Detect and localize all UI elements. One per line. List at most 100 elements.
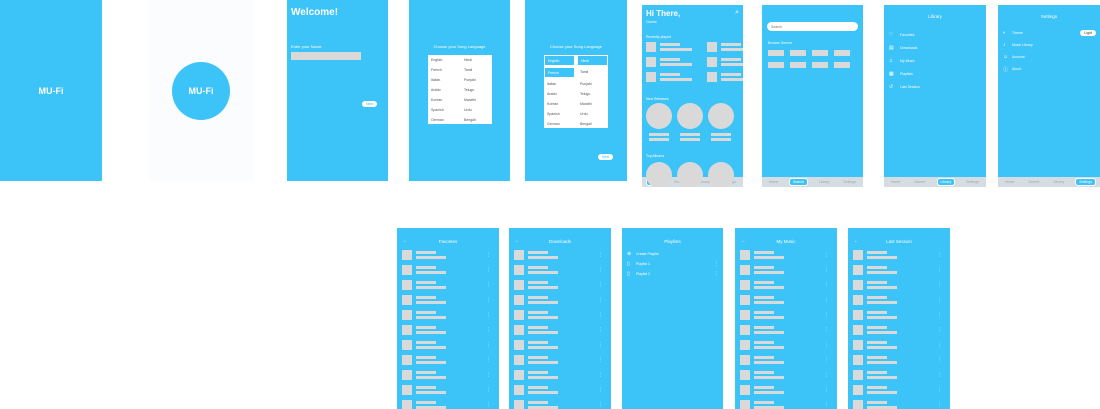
top-album-art[interactable] (708, 162, 734, 187)
list-item[interactable]: ⋮ (402, 325, 494, 337)
list-item[interactable]: ⋮ (514, 295, 606, 307)
list-item[interactable]: ⋮ (402, 280, 494, 292)
list-item[interactable]: ⋮ (514, 400, 606, 409)
language-option[interactable]: Hindi (577, 55, 608, 66)
language-option[interactable]: Tamil (461, 65, 492, 74)
name-input[interactable] (291, 52, 361, 60)
list-item[interactable]: ⋮ (853, 250, 945, 262)
list-item[interactable]: ⋮ (514, 265, 606, 277)
list-item[interactable]: ⋮ (514, 370, 606, 382)
more-icon[interactable]: ⋮ (937, 372, 942, 378)
list-item[interactable]: ⋮ (853, 295, 945, 307)
nav-library[interactable]: Library (936, 178, 956, 186)
more-icon[interactable]: ⋮ (486, 357, 491, 363)
more-icon[interactable]: ⋮ (598, 282, 603, 288)
more-icon[interactable]: ⋮ (937, 327, 942, 333)
list-item[interactable]: ⋮ (740, 325, 832, 337)
list-item[interactable]: ⋮ (740, 250, 832, 262)
library-item-0[interactable]: Favorites (900, 33, 915, 37)
list-item[interactable]: ⋮ (853, 310, 945, 322)
more-icon[interactable]: ⋮ (824, 327, 829, 333)
language-option[interactable]: English (428, 55, 459, 64)
language-option[interactable]: Tamil (577, 67, 608, 78)
next-button[interactable]: Next (598, 154, 614, 160)
more-icon[interactable]: ⋮ (486, 342, 491, 348)
language-option[interactable]: Korean (428, 95, 459, 104)
more-icon[interactable]: ⋮ (486, 282, 491, 288)
more-icon[interactable]: ⋮ (824, 357, 829, 363)
nav-settings[interactable]: Settings (1075, 178, 1096, 186)
more-icon[interactable]: ⋮ (598, 357, 603, 363)
more-icon[interactable]: ⋮ (598, 342, 603, 348)
more-icon[interactable]: ⋮ (824, 282, 829, 288)
list-item[interactable]: ⋮ (514, 310, 606, 322)
language-option[interactable]: Marathi (577, 99, 608, 108)
more-icon[interactable]: ⋮ (486, 372, 491, 378)
genre-tile[interactable] (834, 50, 850, 56)
more-icon[interactable]: ⋮ (486, 297, 491, 303)
more-icon[interactable]: ⋮ (598, 252, 603, 258)
language-option[interactable]: Arabic (428, 85, 459, 94)
list-item[interactable]: ⋮ (740, 265, 832, 277)
more-icon[interactable]: ⋮ (937, 267, 942, 273)
settings-item-1[interactable]: Music Library (1012, 43, 1033, 47)
list-item[interactable]: ⋮ (402, 385, 494, 397)
language-option[interactable]: Spanish (544, 109, 575, 118)
language-option[interactable]: Telugu (461, 85, 492, 94)
language-option[interactable]: Italian (544, 79, 575, 88)
settings-item-2[interactable]: Account (1012, 55, 1025, 59)
library-item-3[interactable]: Playlists (900, 72, 913, 76)
more-icon[interactable]: ⋮ (598, 267, 603, 273)
recent-thumb[interactable] (646, 57, 656, 67)
list-item[interactable]: ⋮ (740, 310, 832, 322)
theme-toggle[interactable]: Light (1080, 30, 1096, 36)
genre-tile[interactable] (790, 50, 806, 56)
more-icon[interactable]: ⋮ (937, 402, 942, 408)
nav-library[interactable]: Library (698, 180, 710, 184)
more-icon[interactable]: ⋮ (598, 372, 603, 378)
more-icon[interactable]: ⋮ (937, 297, 942, 303)
list-item[interactable]: ⋮ (402, 250, 494, 262)
list-item[interactable]: ⋮ (853, 265, 945, 277)
genre-tile[interactable] (768, 62, 784, 68)
nav-home[interactable]: Home (768, 180, 779, 184)
nav-search[interactable]: Search (789, 178, 809, 186)
language-option[interactable]: Bengali (577, 119, 608, 128)
more-icon[interactable]: ⋮ (486, 402, 491, 408)
next-button[interactable]: Next (362, 101, 378, 107)
more-icon[interactable]: ⋮ (598, 297, 603, 303)
list-item[interactable]: ⋮ (853, 370, 945, 382)
playlist-item-2[interactable]: Playlist 2 (636, 272, 651, 276)
list-item[interactable]: ⋮ (402, 400, 494, 409)
back-icon[interactable]: ← (515, 238, 520, 244)
list-item[interactable]: ⋮ (853, 280, 945, 292)
genre-tile[interactable] (812, 62, 828, 68)
more-icon[interactable]: ⋮ (598, 387, 603, 393)
nav-library[interactable]: Library (818, 180, 830, 184)
more-icon[interactable]: ⋮ (486, 267, 491, 273)
language-option[interactable]: French (544, 67, 575, 78)
genre-tile[interactable] (790, 62, 806, 68)
more-icon[interactable]: ⋮ (937, 282, 942, 288)
language-option[interactable]: German (428, 115, 459, 124)
album-art[interactable] (677, 103, 703, 129)
more-icon[interactable]: ⋮ (824, 342, 829, 348)
language-option[interactable]: Bengali (461, 115, 492, 124)
more-icon[interactable]: ⋮ (824, 387, 829, 393)
more-icon[interactable]: ⋮ (824, 252, 829, 258)
list-item[interactable]: ⋮ (402, 295, 494, 307)
list-item[interactable]: ⋮ (853, 325, 945, 337)
list-item[interactable]: ⋮ (853, 385, 945, 397)
genre-tile[interactable] (834, 62, 850, 68)
more-icon[interactable]: ⋮ (824, 267, 829, 273)
language-option[interactable]: Urdu (461, 105, 492, 114)
language-option[interactable]: Punjabi (461, 75, 492, 84)
list-item[interactable]: ⋮ (740, 340, 832, 352)
nav-home[interactable]: Home (891, 180, 901, 184)
more-icon[interactable]: ⋮ (714, 261, 719, 267)
playlist-item-1[interactable]: Playlist 1 (636, 262, 651, 266)
language-option[interactable]: Urdu (577, 109, 608, 118)
list-item[interactable]: ⋮ (740, 400, 832, 409)
list-item[interactable]: ⋮ (740, 370, 832, 382)
recent-thumb[interactable] (707, 42, 717, 52)
